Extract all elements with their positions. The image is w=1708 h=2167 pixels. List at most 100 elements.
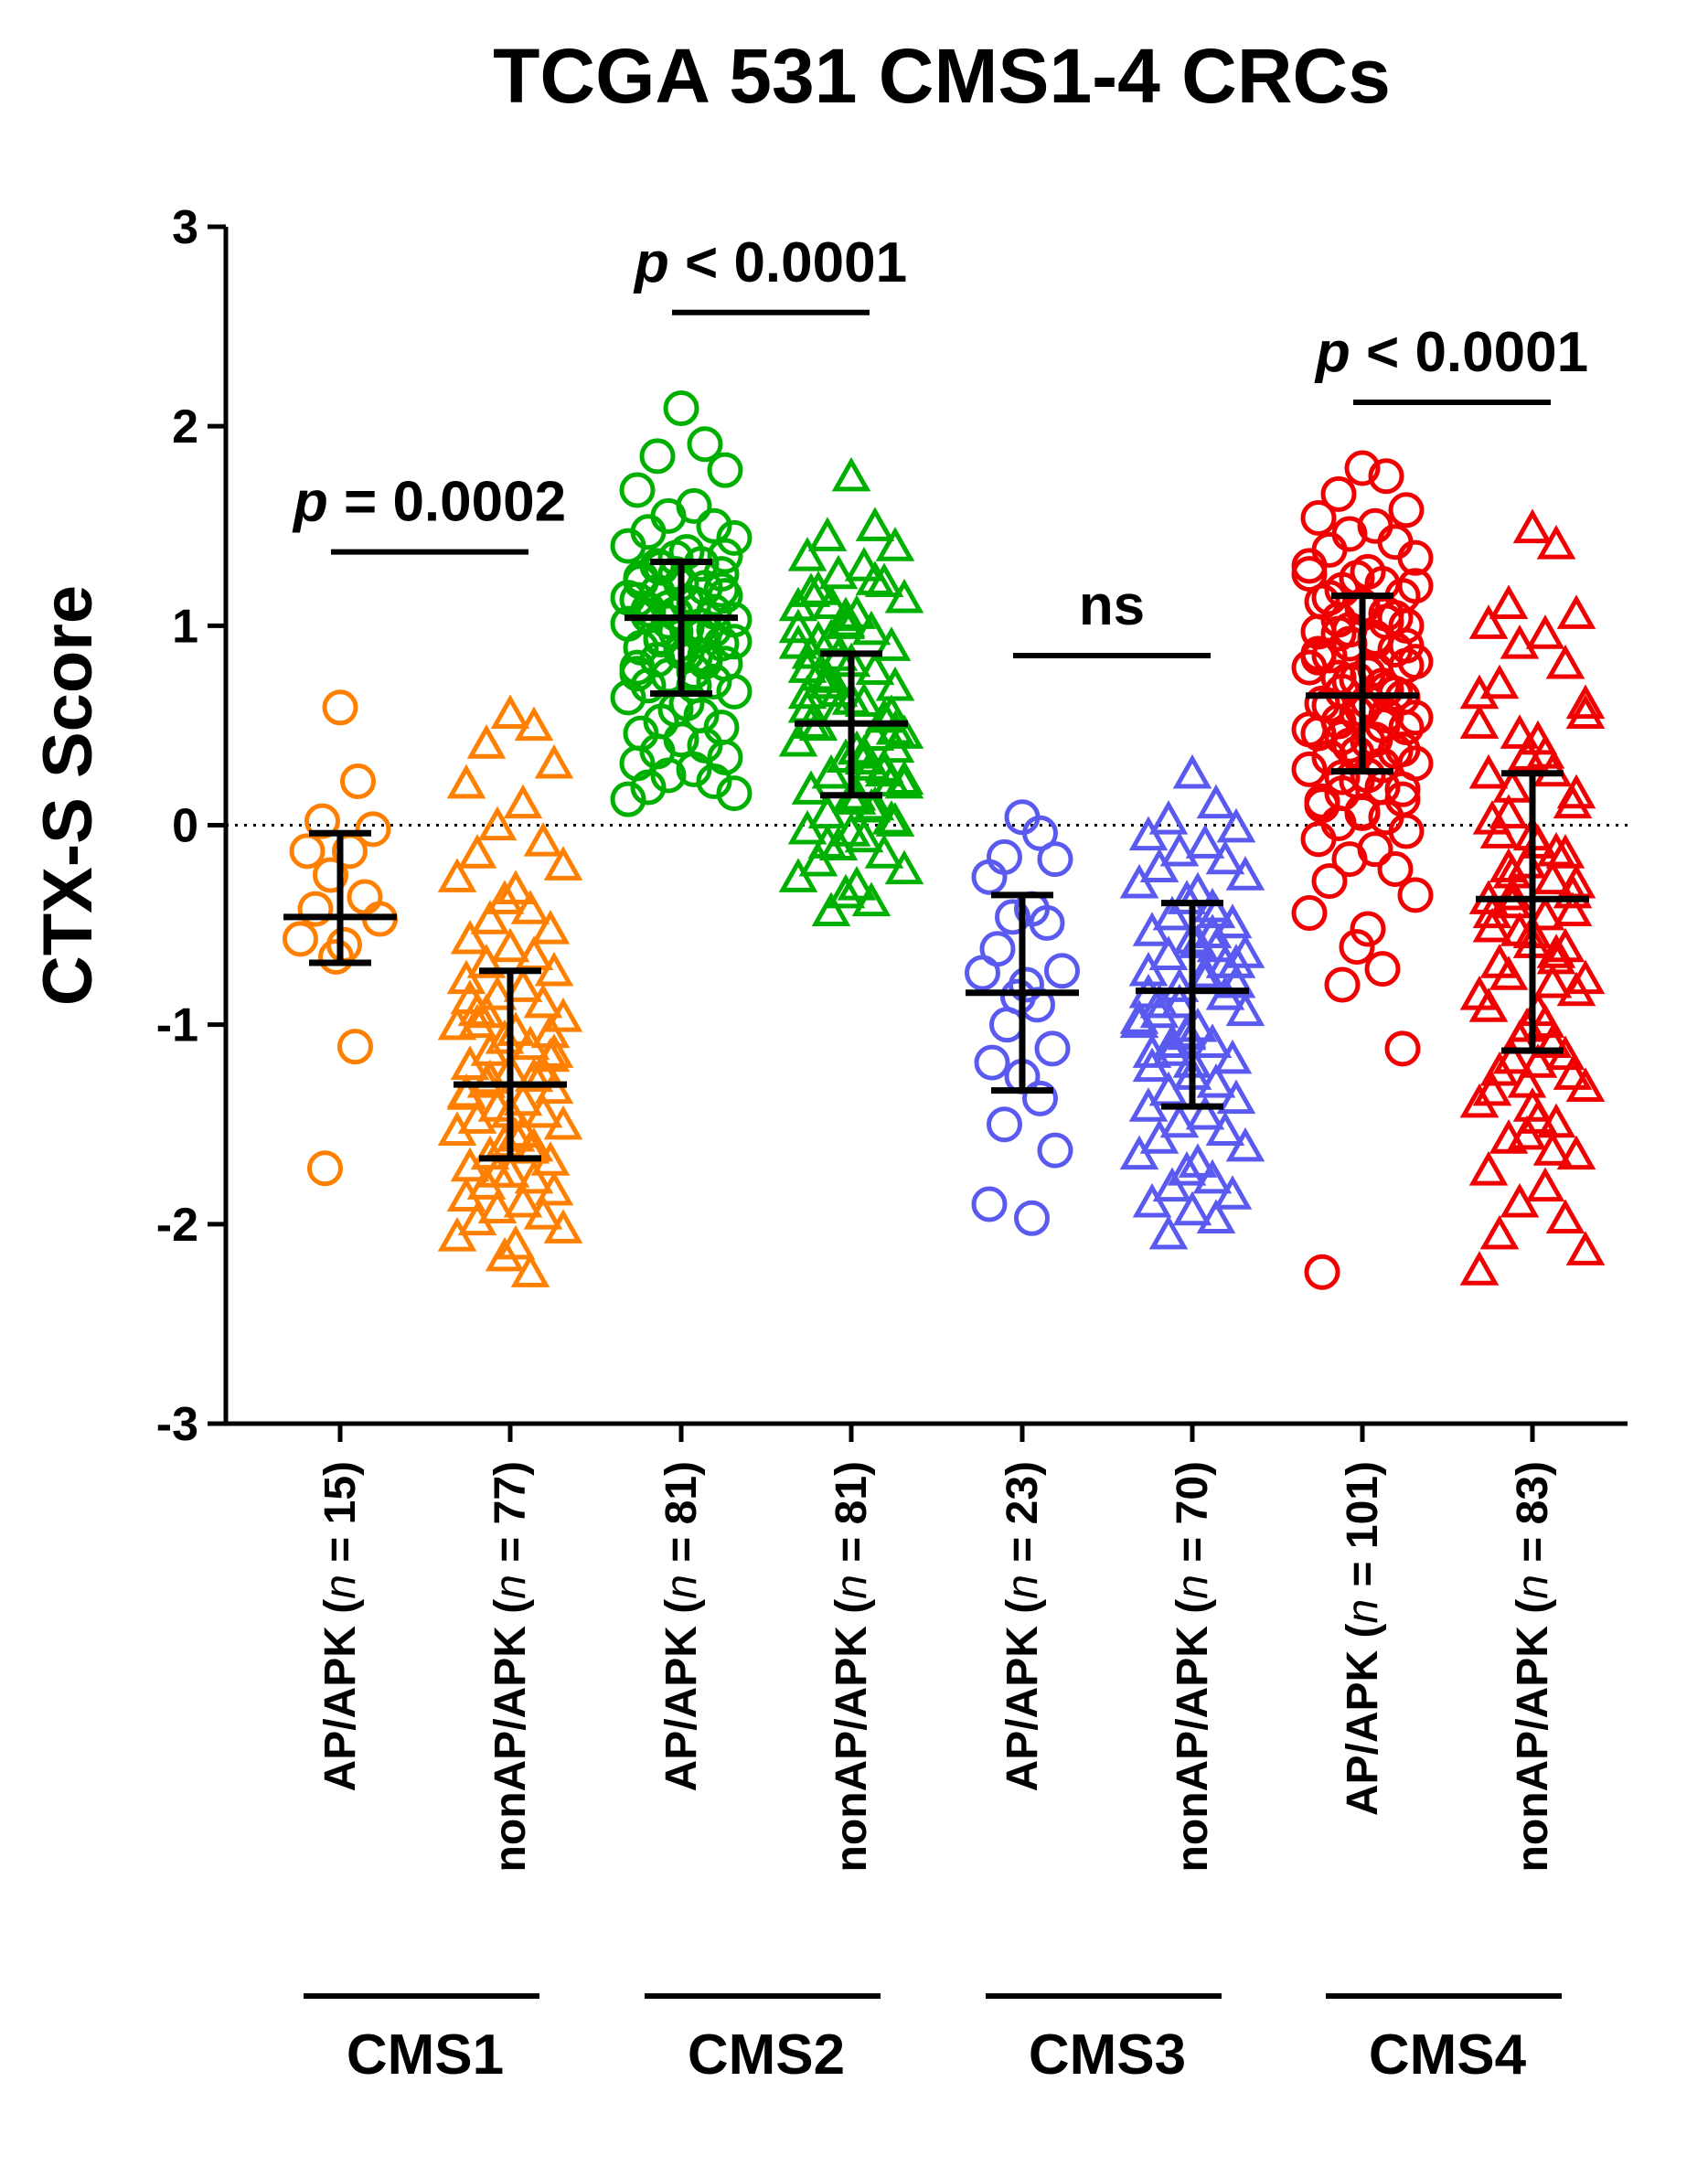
data-point-triangle: [477, 1153, 518, 1188]
data-point-triangle: [503, 784, 543, 819]
data-point-triangle: [1479, 814, 1520, 849]
data-point-triangle: [1468, 604, 1509, 639]
data-point-triangle: [1532, 859, 1573, 895]
data-point-triangle: [1205, 839, 1245, 875]
data-point-circle: [1304, 1254, 1340, 1290]
data-point-triangle: [826, 604, 866, 639]
data-point-circle: [322, 689, 358, 726]
data-point-circle: [1377, 850, 1414, 887]
data-point-circle: [707, 452, 743, 488]
data-point-triangle: [1518, 1043, 1558, 1078]
data-point-circle: [1384, 1030, 1421, 1067]
data-point-triangle: [1212, 903, 1253, 939]
data-point-triangle: [778, 721, 818, 757]
data-point-circle: [1324, 759, 1361, 795]
significance-label: ns: [1079, 574, 1145, 637]
data-point-triangle: [811, 891, 851, 926]
data-point-triangle: [1536, 934, 1576, 968]
data-point-triangle: [1139, 1119, 1180, 1154]
data-point-triangle: [864, 748, 904, 783]
data-point-triangle: [1216, 807, 1256, 843]
category-n-count: = 23): [998, 1461, 1047, 1575]
data-point-triangle: [1132, 912, 1172, 946]
data-point-circle: [639, 438, 676, 475]
data-point-triangle: [1489, 794, 1529, 829]
data-point-triangle: [1536, 524, 1576, 560]
data-point-circle: [1044, 953, 1080, 989]
significance-value: = 0.0002: [328, 471, 566, 534]
data-point-triangle: [844, 740, 884, 775]
data-point-triangle: [1532, 1131, 1573, 1166]
data-point-triangle: [466, 724, 507, 759]
data-point-circle: [716, 624, 753, 660]
data-point-triangle: [470, 1059, 510, 1094]
y-tick-label: -1: [156, 999, 198, 1052]
data-point-circle: [307, 1150, 343, 1187]
data-point-triangle: [503, 1113, 543, 1148]
category-n-symbol: n: [316, 1575, 365, 1599]
data-point-circle: [1364, 951, 1401, 987]
data-point-circle: [1014, 1200, 1050, 1236]
data-point-circle: [657, 556, 694, 592]
data-point-circle: [668, 635, 705, 672]
data-point-triangle: [1512, 508, 1553, 544]
category-n-symbol: n: [827, 1575, 876, 1599]
category-n-symbol: n: [1169, 1575, 1217, 1599]
data-point-triangle: [1565, 1231, 1606, 1265]
data-point-triangle: [798, 841, 838, 877]
data-point-circle: [965, 955, 1000, 991]
data-point-triangle: [1525, 1167, 1565, 1202]
data-point-triangle: [1196, 893, 1236, 929]
data-point-triangle: [485, 880, 525, 914]
data-point-circle: [289, 833, 326, 870]
data-point-triangle: [510, 1253, 550, 1287]
data-point-triangle: [1556, 1135, 1596, 1170]
data-point-triangle: [1492, 883, 1532, 919]
data-point-triangle: [1167, 880, 1207, 914]
data-point-circle: [1350, 911, 1386, 947]
data-point-circle: [297, 891, 334, 927]
data-point-triangle: [884, 760, 924, 795]
data-point-triangle: [1492, 1039, 1532, 1074]
data-point-triangle: [778, 608, 818, 644]
data-point-triangle: [523, 983, 563, 1019]
data-point-triangle: [1507, 1063, 1547, 1098]
data-point-circle: [1344, 795, 1381, 831]
data-point-triangle: [1532, 963, 1573, 998]
data-point-triangle: [457, 1099, 497, 1134]
data-point-triangle: [1556, 774, 1596, 809]
data-point-triangle: [787, 809, 827, 845]
data-point-circle: [1331, 841, 1368, 878]
data-point-triangle: [1148, 800, 1189, 835]
data-point-triangle: [1225, 856, 1265, 891]
data-point-circle: [971, 859, 1008, 895]
data-point-triangle: [1139, 993, 1180, 1029]
data-point-triangle: [1553, 873, 1593, 909]
category-label: AP/APK (n = 81): [657, 1461, 706, 1791]
data-point-circle: [716, 519, 753, 556]
data-point-triangle: [844, 546, 884, 582]
data-point-triangle: [1525, 895, 1565, 931]
data-point-triangle: [530, 910, 571, 945]
data-point-circle: [1300, 635, 1337, 672]
data-point-circle: [1388, 647, 1425, 684]
category-label: AP/APK (n = 23): [998, 1461, 1047, 1791]
data-point-triangle: [884, 849, 924, 885]
chart-title: TCGA 531 CMS1-4 CRCs: [493, 33, 1391, 119]
data-point-circle: [1300, 500, 1337, 537]
category-name: nonAP/APK: [1509, 1626, 1557, 1873]
category-name: nonAP/APK: [486, 1626, 535, 1873]
category-name: nonAP/APK: [1169, 1626, 1217, 1873]
data-point-triangle: [875, 666, 915, 701]
data-point-triangle: [1565, 684, 1606, 720]
data-point-circle: [1384, 771, 1421, 807]
data-point-triangle: [450, 1147, 490, 1182]
category-n-count: = 83): [1509, 1461, 1557, 1575]
significance-value: ns: [1079, 574, 1145, 637]
data-point-triangle: [477, 976, 518, 1010]
data-point-triangle: [437, 1111, 477, 1146]
data-point-circle: [1324, 966, 1361, 1003]
data-point-circle: [304, 803, 340, 839]
data-point-triangle: [1545, 1199, 1585, 1233]
